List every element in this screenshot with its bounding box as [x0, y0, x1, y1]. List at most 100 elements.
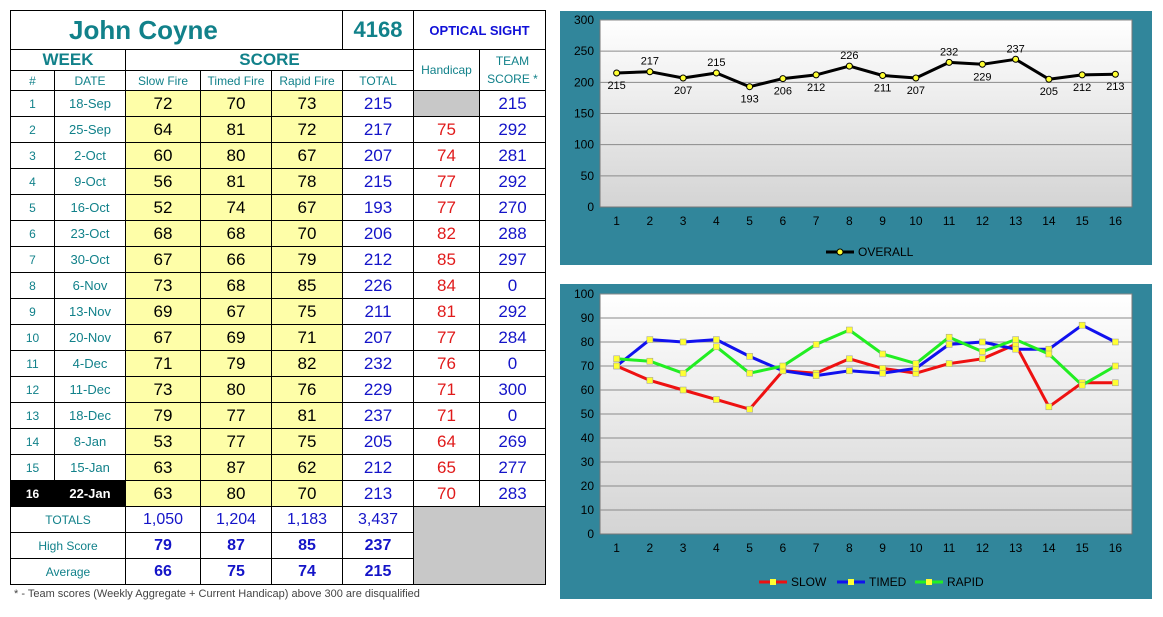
team-score: 269: [479, 428, 546, 455]
team-score: 0: [479, 402, 546, 429]
high-slow: 79: [125, 532, 201, 559]
x-tick-label: 16: [1109, 214, 1123, 228]
timed-fire-score: 67: [200, 298, 272, 325]
legend-marker: [836, 248, 844, 256]
rapid-fire-score: 75: [271, 428, 343, 455]
handicap-value: 84: [413, 272, 480, 299]
y-tick-label: 50: [581, 169, 595, 183]
rapid-fire-score: 72: [271, 116, 343, 143]
handicap-value: 85: [413, 246, 480, 273]
team-score: 281: [479, 142, 546, 169]
x-tick-label: 9: [879, 214, 886, 228]
handicap-value: 74: [413, 142, 480, 169]
table-row: 7 30-Oct 67 66 79 212 85 297: [10, 246, 546, 273]
week-date: 9-Oct: [54, 168, 126, 195]
average-total: 215: [342, 558, 414, 585]
week-number: 15: [10, 454, 55, 481]
slow-fire-score: 79: [125, 402, 201, 429]
week-date: 15-Jan: [54, 454, 126, 481]
table-row: 15 15-Jan 63 87 62 212 65 277: [10, 454, 546, 481]
x-tick-label: 3: [680, 214, 687, 228]
slow-fire-score: 64: [125, 116, 201, 143]
handicap-value: 75: [413, 116, 480, 143]
rapid-fire-score: 79: [271, 246, 343, 273]
rapid-fire-score: 70: [271, 220, 343, 247]
legend-label: RAPID: [947, 575, 984, 589]
data-point: [1012, 55, 1020, 63]
slow-fire-score: 73: [125, 376, 201, 403]
score-header: SCORE: [125, 49, 414, 71]
data-label: 229: [973, 71, 991, 83]
x-tick-label: 8: [846, 541, 853, 555]
data-point: [846, 355, 853, 363]
data-point: [779, 362, 787, 370]
data-point: [945, 360, 953, 367]
legend-marker: [926, 579, 932, 585]
series-line-slow: [616, 342, 1116, 411]
data-point: [713, 343, 720, 351]
timed-fire-score: 66: [200, 246, 272, 273]
y-tick-label: 70: [581, 359, 595, 373]
rapid-fire-score: 78: [271, 168, 343, 195]
y-tick-label: 60: [581, 383, 595, 397]
handicap-value: 77: [413, 168, 480, 195]
slow-fire-score: 69: [125, 298, 201, 325]
data-point: [746, 405, 753, 413]
y-tick-label: 0: [587, 527, 594, 541]
data-point: [679, 338, 687, 346]
x-tick-label: 11: [943, 214, 956, 228]
data-point: [1012, 336, 1019, 343]
data-point: [912, 360, 920, 367]
data-point: [713, 336, 720, 343]
table-row: 2 25-Sep 64 81 72 217 75 292: [10, 116, 546, 143]
data-point: [713, 396, 720, 403]
data-point: [879, 350, 886, 358]
data-point: [945, 333, 953, 341]
data-label: 217: [641, 56, 659, 68]
x-tick-label: 11: [943, 541, 956, 555]
slow-fire-score: 63: [125, 454, 201, 481]
totals-timed: 1,204: [200, 506, 272, 533]
total-score: 229: [342, 376, 414, 403]
week-date: 8-Jan: [54, 428, 126, 455]
x-tick-label: 4: [713, 214, 720, 228]
data-label: 193: [740, 94, 758, 106]
average-slow: 66: [125, 558, 201, 585]
team-score: 270: [479, 194, 546, 221]
data-point: [1078, 381, 1086, 389]
week-number: 6: [10, 220, 55, 247]
week-number: 10: [10, 324, 55, 351]
week-number: 12: [10, 376, 55, 403]
team-score: 297: [479, 246, 546, 273]
week-date: 18-Dec: [54, 402, 126, 429]
y-tick-label: 30: [581, 455, 595, 469]
table-row: 16 22-Jan 63 80 70 213 70 283: [10, 480, 546, 507]
week-number: 7: [10, 246, 55, 273]
y-tick-label: 300: [574, 13, 594, 27]
total-score: 212: [342, 246, 414, 273]
series-line-overall: [616, 57, 1116, 89]
rapid-fire-score: 73: [271, 90, 343, 117]
rapid-fire-score: 76: [271, 376, 343, 403]
week-number: 2: [10, 116, 55, 143]
y-tick-label: 0: [587, 200, 594, 214]
high-score-label: High Score: [10, 532, 126, 559]
score-table: John Coyne 4168 OPTICAL SIGHT WEEK SCORE…: [10, 10, 546, 585]
rapid-fire-score: 85: [271, 272, 343, 299]
week-date: 16-Oct: [54, 194, 126, 221]
data-point: [978, 60, 986, 68]
total-score: 237: [342, 402, 414, 429]
x-tick-label: 15: [1075, 214, 1089, 228]
slow-fire-score: 60: [125, 142, 201, 169]
high-total: 237: [342, 532, 414, 559]
week-date: 18-Sep: [54, 90, 126, 117]
timed-fire-score: 80: [200, 142, 272, 169]
table-row: 4 9-Oct 56 81 78 215 77 292: [10, 168, 546, 195]
totals-label: TOTALS: [10, 506, 126, 533]
y-tick-label: 200: [574, 75, 594, 89]
data-label: 215: [607, 80, 625, 92]
data-point: [1078, 71, 1086, 79]
week-date: 6-Nov: [54, 272, 126, 299]
data-point: [1112, 362, 1119, 370]
rapid-fire-score: 67: [271, 194, 343, 221]
